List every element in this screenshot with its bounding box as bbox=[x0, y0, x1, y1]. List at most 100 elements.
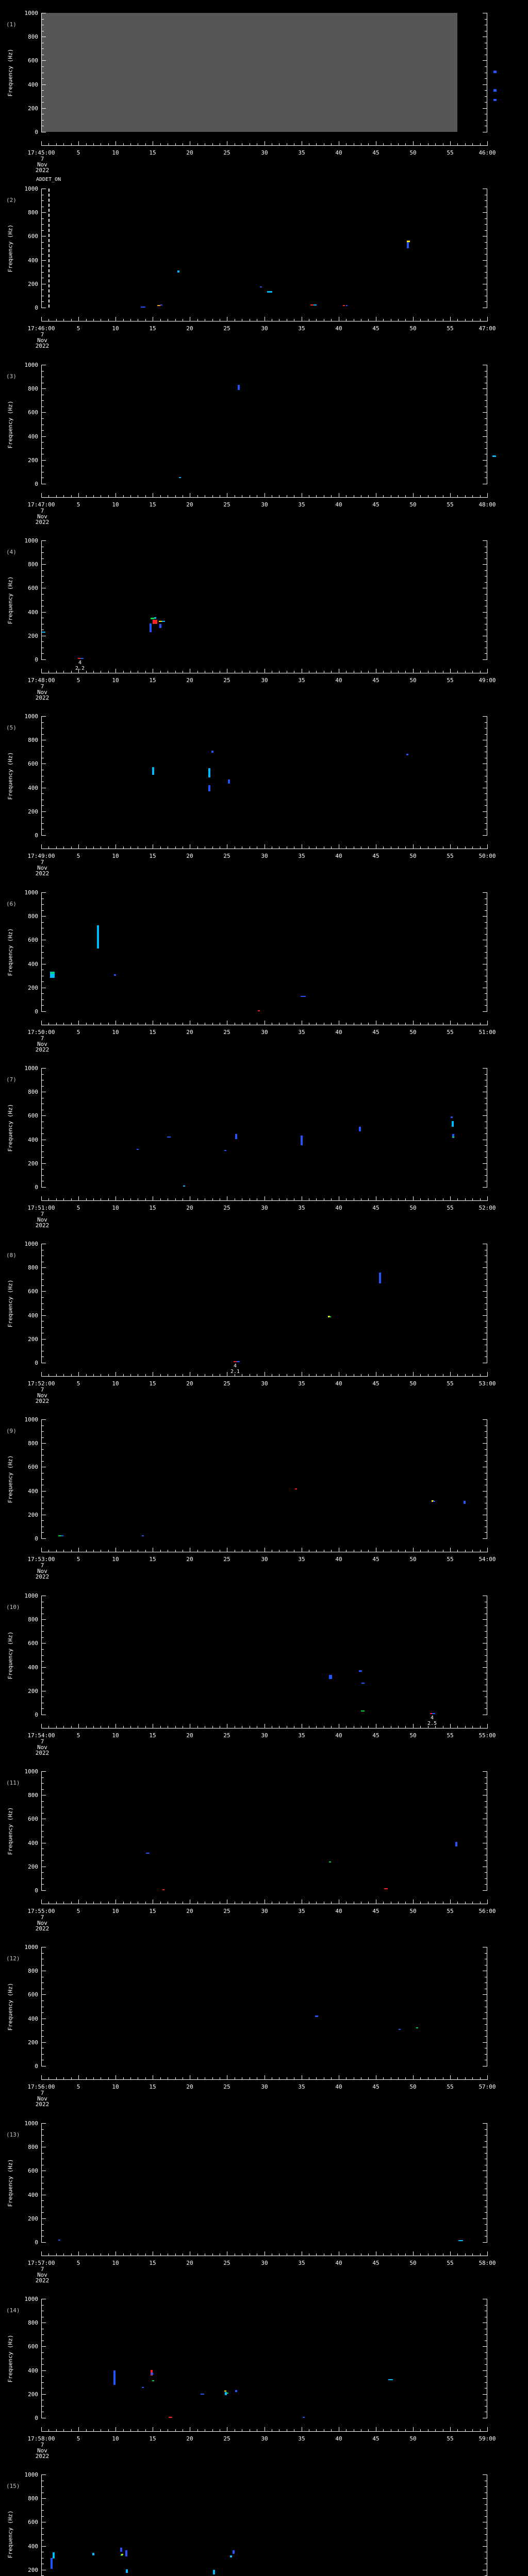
x-tick bbox=[465, 495, 466, 497]
y-tick bbox=[485, 2153, 487, 2154]
x-tick bbox=[413, 844, 414, 849]
x-tick-label: 15 bbox=[149, 1908, 156, 1914]
x-tick bbox=[63, 319, 64, 321]
y-tick bbox=[42, 2036, 44, 2037]
x-tick-label: 15 bbox=[149, 2260, 156, 2266]
detection-mark bbox=[310, 304, 314, 306]
x-tick bbox=[472, 846, 473, 849]
x-tick-label: 40 bbox=[335, 677, 342, 684]
y-tick bbox=[485, 552, 487, 553]
y-tick bbox=[42, 260, 46, 261]
detection-mark bbox=[126, 2569, 128, 2573]
y-tick bbox=[42, 2382, 44, 2383]
x-tick bbox=[405, 1374, 406, 1376]
y-tick bbox=[42, 442, 44, 443]
x-tick bbox=[465, 2077, 466, 2079]
x-tick-label: 50 bbox=[409, 1732, 417, 1739]
y-tick bbox=[42, 448, 44, 449]
x-tick bbox=[405, 1550, 406, 1552]
x-tick bbox=[465, 143, 466, 145]
x-tick-label: 10 bbox=[112, 2435, 119, 2442]
x-tick bbox=[63, 1902, 64, 1904]
y-tick bbox=[42, 1679, 44, 1680]
date-label: 7 bbox=[40, 507, 44, 514]
y-tick bbox=[42, 2012, 44, 2013]
y-tick bbox=[485, 576, 487, 577]
x-tick-label: 20 bbox=[186, 1029, 193, 1036]
x-tick-label: 30 bbox=[261, 1908, 268, 1914]
left-axis bbox=[41, 1771, 42, 1891]
date-label: 2022 bbox=[35, 1046, 50, 1053]
x-tick bbox=[405, 846, 406, 849]
y-tick bbox=[42, 1532, 44, 1533]
x-tick bbox=[405, 1726, 406, 1728]
x-tick bbox=[405, 1198, 406, 1200]
y-tick bbox=[485, 2510, 487, 2511]
x-tick-label: 55 bbox=[447, 1732, 454, 1739]
y-tick bbox=[42, 2516, 44, 2517]
y-tick bbox=[42, 1133, 44, 1134]
x-tick bbox=[465, 1374, 466, 1376]
x-tick bbox=[465, 1902, 466, 1904]
y-tick bbox=[42, 916, 46, 917]
detection-mark bbox=[361, 1710, 365, 1711]
y-tick bbox=[483, 2498, 487, 2499]
x-tick-label: 55 bbox=[447, 2260, 454, 2266]
time-axis bbox=[41, 2079, 488, 2080]
y-tick bbox=[42, 1789, 44, 1790]
left-axis bbox=[41, 2475, 42, 2576]
x-tick bbox=[86, 1726, 87, 1728]
x-tick bbox=[41, 2251, 42, 2256]
x-tick bbox=[413, 1196, 414, 1200]
y-tick bbox=[42, 793, 44, 794]
y-tick bbox=[485, 2212, 487, 2213]
x-tick bbox=[316, 1902, 317, 1904]
x-tick bbox=[472, 495, 473, 497]
x-tick bbox=[435, 2253, 436, 2256]
x-tick bbox=[487, 2075, 488, 2079]
x-tick-label: 20 bbox=[186, 2435, 193, 2442]
x-tick-label: 25 bbox=[223, 1029, 230, 1036]
y-tick bbox=[42, 1279, 44, 1280]
x-tick bbox=[123, 495, 124, 497]
y-tick-label: 200 bbox=[28, 1512, 38, 1518]
y-tick bbox=[483, 1491, 487, 1492]
x-tick-label: 20 bbox=[186, 501, 193, 508]
x-tick bbox=[420, 143, 421, 145]
x-tick bbox=[48, 2429, 49, 2431]
x-tick bbox=[123, 143, 124, 145]
x-tick bbox=[41, 1900, 42, 1904]
x-tick bbox=[457, 1726, 458, 1728]
y-tick bbox=[42, 1151, 44, 1152]
x-tick bbox=[41, 1372, 42, 1376]
x-tick bbox=[420, 2429, 421, 2431]
date-label: 7 bbox=[40, 156, 44, 162]
y-tick-label: 600 bbox=[28, 1991, 38, 1998]
y-tick-label: 600 bbox=[28, 1288, 38, 1295]
x-tick-label: 45 bbox=[372, 2083, 380, 2090]
x-tick bbox=[331, 1374, 332, 1376]
x-tick-label: 5 bbox=[76, 1205, 80, 1211]
x-tick bbox=[383, 1550, 384, 1552]
x-tick bbox=[71, 319, 72, 321]
x-tick-label: 35 bbox=[298, 853, 305, 859]
x-tick bbox=[480, 1902, 481, 1904]
time-start-label: 17:48:00 bbox=[27, 677, 55, 684]
y-axis-label: Frequency (Hz) bbox=[7, 1982, 14, 2031]
x-tick bbox=[175, 143, 176, 145]
panel-number: (4) bbox=[6, 549, 16, 555]
y-tick bbox=[485, 641, 487, 642]
y-tick bbox=[42, 1607, 44, 1608]
y-tick bbox=[485, 120, 487, 121]
y-tick bbox=[42, 19, 44, 20]
detection-mark bbox=[452, 1134, 454, 1138]
x-tick bbox=[130, 1374, 131, 1376]
y-tick bbox=[42, 301, 44, 302]
x-tick-label: 45 bbox=[372, 149, 380, 156]
y-tick-label: 800 bbox=[28, 1968, 38, 1974]
y-tick bbox=[485, 1789, 487, 1790]
y-tick bbox=[42, 1813, 44, 1814]
x-tick-label: 15 bbox=[149, 1556, 156, 1563]
x-tick bbox=[93, 319, 94, 321]
detection-mark bbox=[235, 1134, 237, 1139]
